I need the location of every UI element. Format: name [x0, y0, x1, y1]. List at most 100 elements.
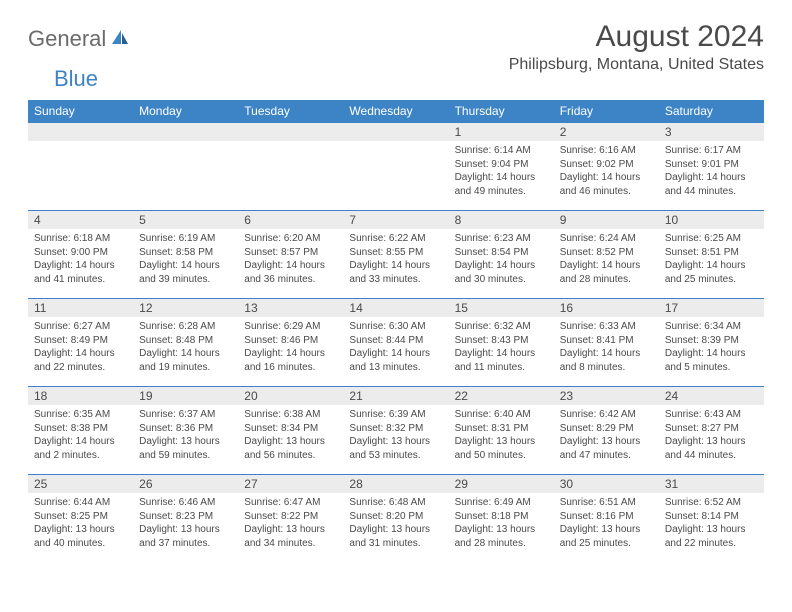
calendar-cell: 3Sunrise: 6:17 AMSunset: 9:01 PMDaylight…: [659, 123, 764, 211]
calendar-cell: 24Sunrise: 6:43 AMSunset: 8:27 PMDayligh…: [659, 387, 764, 475]
weekday-header-row: SundayMondayTuesdayWednesdayThursdayFrid…: [28, 100, 764, 123]
day-number: 8: [449, 211, 554, 229]
calendar-cell: [133, 123, 238, 211]
calendar-cell: 12Sunrise: 6:28 AMSunset: 8:48 PMDayligh…: [133, 299, 238, 387]
day-details: Sunrise: 6:49 AMSunset: 8:18 PMDaylight:…: [449, 493, 554, 553]
day-number: 27: [238, 475, 343, 493]
calendar-cell: 28Sunrise: 6:48 AMSunset: 8:20 PMDayligh…: [343, 475, 448, 563]
day-number: 2: [554, 123, 659, 141]
day-details: Sunrise: 6:22 AMSunset: 8:55 PMDaylight:…: [343, 229, 448, 289]
day-number: 13: [238, 299, 343, 317]
calendar-cell: 21Sunrise: 6:39 AMSunset: 8:32 PMDayligh…: [343, 387, 448, 475]
day-number: 23: [554, 387, 659, 405]
day-number: 10: [659, 211, 764, 229]
calendar-row: 25Sunrise: 6:44 AMSunset: 8:25 PMDayligh…: [28, 475, 764, 563]
day-number: 5: [133, 211, 238, 229]
calendar-cell: 13Sunrise: 6:29 AMSunset: 8:46 PMDayligh…: [238, 299, 343, 387]
day-details: Sunrise: 6:46 AMSunset: 8:23 PMDaylight:…: [133, 493, 238, 553]
calendar-cell: 4Sunrise: 6:18 AMSunset: 9:00 PMDaylight…: [28, 211, 133, 299]
day-details: Sunrise: 6:27 AMSunset: 8:49 PMDaylight:…: [28, 317, 133, 377]
calendar-cell: 5Sunrise: 6:19 AMSunset: 8:58 PMDaylight…: [133, 211, 238, 299]
calendar-cell: 17Sunrise: 6:34 AMSunset: 8:39 PMDayligh…: [659, 299, 764, 387]
day-details: Sunrise: 6:48 AMSunset: 8:20 PMDaylight:…: [343, 493, 448, 553]
calendar-cell: 2Sunrise: 6:16 AMSunset: 9:02 PMDaylight…: [554, 123, 659, 211]
day-number: 22: [449, 387, 554, 405]
day-details: Sunrise: 6:18 AMSunset: 9:00 PMDaylight:…: [28, 229, 133, 289]
day-number: 19: [133, 387, 238, 405]
calendar-cell: [238, 123, 343, 211]
day-details: Sunrise: 6:52 AMSunset: 8:14 PMDaylight:…: [659, 493, 764, 553]
day-number: 6: [238, 211, 343, 229]
day-details: Sunrise: 6:33 AMSunset: 8:41 PMDaylight:…: [554, 317, 659, 377]
calendar-cell: 8Sunrise: 6:23 AMSunset: 8:54 PMDaylight…: [449, 211, 554, 299]
calendar-cell: 11Sunrise: 6:27 AMSunset: 8:49 PMDayligh…: [28, 299, 133, 387]
day-number: 26: [133, 475, 238, 493]
calendar-body: 1Sunrise: 6:14 AMSunset: 9:04 PMDaylight…: [28, 123, 764, 563]
calendar-row: 11Sunrise: 6:27 AMSunset: 8:49 PMDayligh…: [28, 299, 764, 387]
day-details: Sunrise: 6:25 AMSunset: 8:51 PMDaylight:…: [659, 229, 764, 289]
day-details: Sunrise: 6:47 AMSunset: 8:22 PMDaylight:…: [238, 493, 343, 553]
weekday-header: Saturday: [659, 100, 764, 123]
calendar-cell: 29Sunrise: 6:49 AMSunset: 8:18 PMDayligh…: [449, 475, 554, 563]
brand-text-1: General: [28, 26, 106, 52]
day-number: 25: [28, 475, 133, 493]
calendar-row: 4Sunrise: 6:18 AMSunset: 9:00 PMDaylight…: [28, 211, 764, 299]
calendar-cell: 6Sunrise: 6:20 AMSunset: 8:57 PMDaylight…: [238, 211, 343, 299]
sail-icon: [110, 28, 130, 51]
day-number: 24: [659, 387, 764, 405]
calendar-cell: 27Sunrise: 6:47 AMSunset: 8:22 PMDayligh…: [238, 475, 343, 563]
calendar-row: 1Sunrise: 6:14 AMSunset: 9:04 PMDaylight…: [28, 123, 764, 211]
day-number: 31: [659, 475, 764, 493]
day-details: Sunrise: 6:23 AMSunset: 8:54 PMDaylight:…: [449, 229, 554, 289]
weekday-header: Friday: [554, 100, 659, 123]
weekday-header: Wednesday: [343, 100, 448, 123]
day-details: Sunrise: 6:30 AMSunset: 8:44 PMDaylight:…: [343, 317, 448, 377]
day-number: 7: [343, 211, 448, 229]
day-number: 16: [554, 299, 659, 317]
day-number: 18: [28, 387, 133, 405]
day-details: Sunrise: 6:35 AMSunset: 8:38 PMDaylight:…: [28, 405, 133, 465]
calendar-cell: 1Sunrise: 6:14 AMSunset: 9:04 PMDaylight…: [449, 123, 554, 211]
day-details: Sunrise: 6:34 AMSunset: 8:39 PMDaylight:…: [659, 317, 764, 377]
day-number: 1: [449, 123, 554, 141]
calendar-cell: 26Sunrise: 6:46 AMSunset: 8:23 PMDayligh…: [133, 475, 238, 563]
month-title: August 2024: [509, 20, 764, 54]
calendar-cell: 14Sunrise: 6:30 AMSunset: 8:44 PMDayligh…: [343, 299, 448, 387]
day-details: Sunrise: 6:14 AMSunset: 9:04 PMDaylight:…: [449, 141, 554, 201]
day-number: 30: [554, 475, 659, 493]
brand-text-2: Blue: [54, 66, 98, 92]
weekday-header: Sunday: [28, 100, 133, 123]
calendar-cell: 18Sunrise: 6:35 AMSunset: 8:38 PMDayligh…: [28, 387, 133, 475]
weekday-header: Thursday: [449, 100, 554, 123]
day-details: Sunrise: 6:38 AMSunset: 8:34 PMDaylight:…: [238, 405, 343, 465]
day-details: Sunrise: 6:24 AMSunset: 8:52 PMDaylight:…: [554, 229, 659, 289]
day-details: Sunrise: 6:40 AMSunset: 8:31 PMDaylight:…: [449, 405, 554, 465]
calendar-cell: 22Sunrise: 6:40 AMSunset: 8:31 PMDayligh…: [449, 387, 554, 475]
day-details: Sunrise: 6:44 AMSunset: 8:25 PMDaylight:…: [28, 493, 133, 553]
day-details: Sunrise: 6:29 AMSunset: 8:46 PMDaylight:…: [238, 317, 343, 377]
day-number: 9: [554, 211, 659, 229]
calendar-table: SundayMondayTuesdayWednesdayThursdayFrid…: [28, 100, 764, 563]
day-details: Sunrise: 6:28 AMSunset: 8:48 PMDaylight:…: [133, 317, 238, 377]
day-details: Sunrise: 6:51 AMSunset: 8:16 PMDaylight:…: [554, 493, 659, 553]
day-number: 17: [659, 299, 764, 317]
calendar-cell: 10Sunrise: 6:25 AMSunset: 8:51 PMDayligh…: [659, 211, 764, 299]
day-number: 21: [343, 387, 448, 405]
calendar-cell: 19Sunrise: 6:37 AMSunset: 8:36 PMDayligh…: [133, 387, 238, 475]
calendar-cell: 7Sunrise: 6:22 AMSunset: 8:55 PMDaylight…: [343, 211, 448, 299]
calendar-cell: 9Sunrise: 6:24 AMSunset: 8:52 PMDaylight…: [554, 211, 659, 299]
calendar-cell: 23Sunrise: 6:42 AMSunset: 8:29 PMDayligh…: [554, 387, 659, 475]
calendar-cell: 20Sunrise: 6:38 AMSunset: 8:34 PMDayligh…: [238, 387, 343, 475]
weekday-header: Monday: [133, 100, 238, 123]
day-number: 3: [659, 123, 764, 141]
calendar-cell: 30Sunrise: 6:51 AMSunset: 8:16 PMDayligh…: [554, 475, 659, 563]
weekday-header: Tuesday: [238, 100, 343, 123]
day-details: Sunrise: 6:20 AMSunset: 8:57 PMDaylight:…: [238, 229, 343, 289]
day-details: Sunrise: 6:39 AMSunset: 8:32 PMDaylight:…: [343, 405, 448, 465]
day-details: Sunrise: 6:37 AMSunset: 8:36 PMDaylight:…: [133, 405, 238, 465]
calendar-cell: 31Sunrise: 6:52 AMSunset: 8:14 PMDayligh…: [659, 475, 764, 563]
day-number: 11: [28, 299, 133, 317]
calendar-cell: 15Sunrise: 6:32 AMSunset: 8:43 PMDayligh…: [449, 299, 554, 387]
day-number: 14: [343, 299, 448, 317]
calendar-cell: [28, 123, 133, 211]
